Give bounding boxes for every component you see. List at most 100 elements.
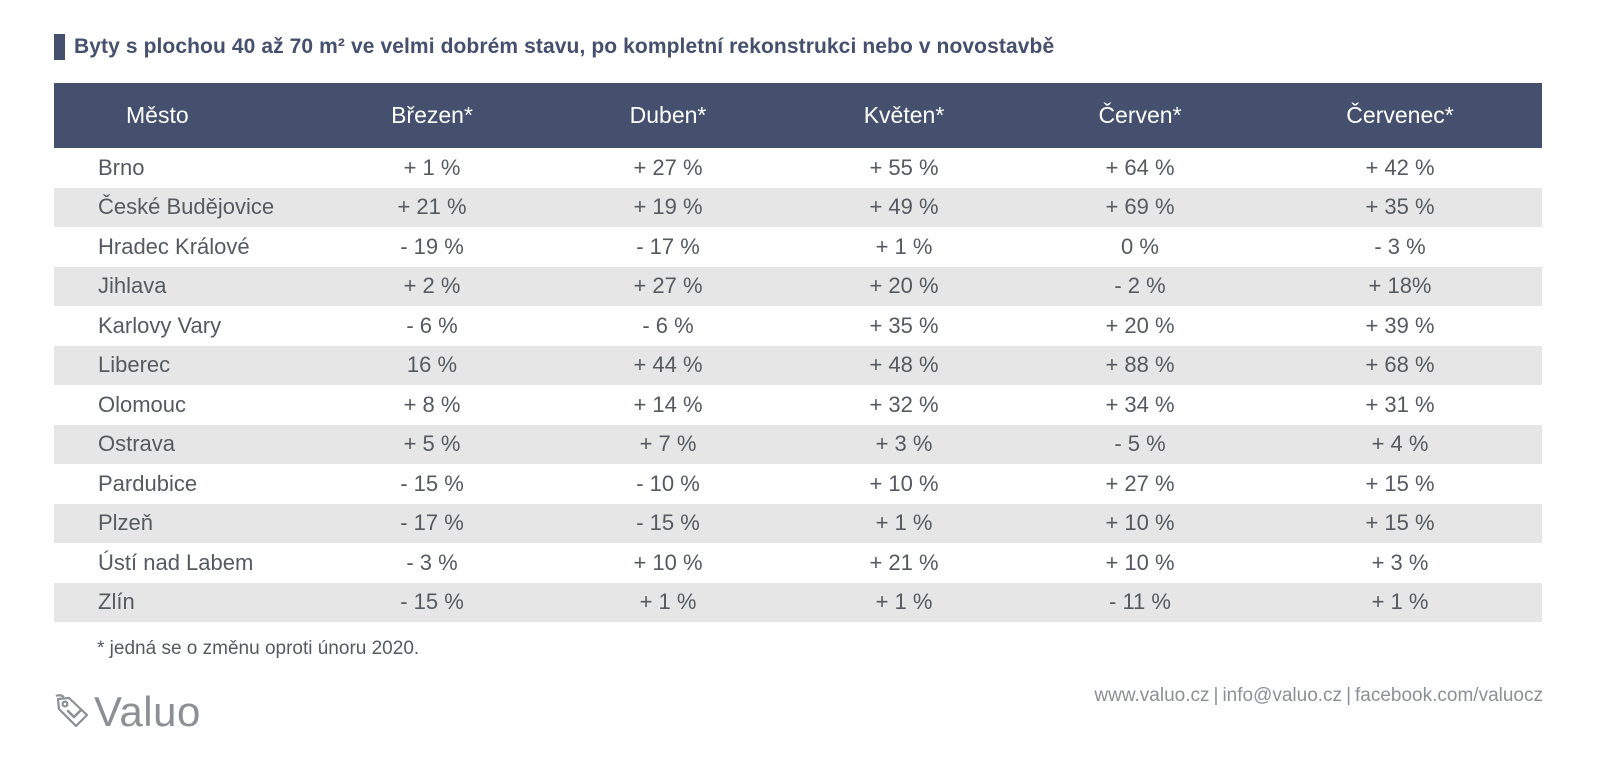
value-cell: + 35 % — [786, 306, 1022, 346]
city-cell: Jihlava — [54, 266, 314, 306]
value-cell: + 4 % — [1258, 424, 1542, 464]
value-cell: + 21 % — [314, 187, 550, 227]
value-cell: - 15 % — [314, 582, 550, 622]
value-cell: + 10 % — [786, 464, 1022, 504]
value-cell: + 39 % — [1258, 306, 1542, 346]
value-cell: + 8 % — [314, 385, 550, 425]
value-cell: + 64 % — [1022, 148, 1258, 188]
value-cell: + 44 % — [550, 345, 786, 385]
value-cell: + 3 % — [786, 424, 1022, 464]
city-cell: Ústí nad Labem — [54, 543, 314, 583]
value-cell: - 5 % — [1022, 424, 1258, 464]
value-cell: - 3 % — [1258, 227, 1542, 267]
value-cell: + 2 % — [314, 266, 550, 306]
value-cell: + 1 % — [786, 582, 1022, 622]
value-cell: + 42 % — [1258, 148, 1542, 188]
column-header-month: Červenec* — [1258, 83, 1542, 148]
city-cell: Karlovy Vary — [54, 306, 314, 346]
table-row: Pardubice - 15 % - 10 % + 10 % + 27 % + 15 % — [54, 464, 1542, 504]
value-cell: + 68 % — [1258, 345, 1542, 385]
facebook-link[interactable]: facebook.com/valuocz — [1355, 685, 1543, 706]
valuo-logo: Valuo — [54, 690, 201, 734]
value-cell: + 32 % — [786, 385, 1022, 425]
value-cell: + 19 % — [550, 187, 786, 227]
price-change-table: Město Březen* Duben* Květen* Červen* Čer… — [54, 83, 1542, 622]
value-cell: - 15 % — [550, 503, 786, 543]
value-cell: + 20 % — [1022, 306, 1258, 346]
value-cell: + 34 % — [1022, 385, 1258, 425]
value-cell: + 35 % — [1258, 187, 1542, 227]
value-cell: + 21 % — [786, 543, 1022, 583]
value-cell: + 20 % — [786, 266, 1022, 306]
city-cell: Pardubice — [54, 464, 314, 504]
table-row: Zlín - 15 % + 1 % + 1 % - 11 % + 1 % — [54, 582, 1542, 622]
column-header-city: Město — [54, 83, 314, 148]
value-cell: - 3 % — [314, 543, 550, 583]
value-cell: + 1 % — [786, 227, 1022, 267]
logo-wordmark: Valuo — [94, 688, 201, 735]
value-cell: 0 % — [1022, 227, 1258, 267]
value-cell: + 1 % — [1258, 582, 1542, 622]
column-header-month: Červen* — [1022, 83, 1258, 148]
value-cell: + 27 % — [550, 148, 786, 188]
city-cell: Ostrava — [54, 424, 314, 464]
city-cell: Olomouc — [54, 385, 314, 425]
value-cell: + 1 % — [786, 503, 1022, 543]
city-cell: Plzeň — [54, 503, 314, 543]
value-cell: + 5 % — [314, 424, 550, 464]
value-cell: + 1 % — [550, 582, 786, 622]
table-row: Karlovy Vary - 6 % - 6 % + 35 % + 20 % + 39 % — [54, 306, 1542, 346]
table-row: České Budějovice + 21 % + 19 % + 49 % + 69 %… — [54, 187, 1542, 227]
contact-info: www.valuo.cz | info@valuo.cz | facebook.com/… — [1094, 685, 1543, 707]
column-header-month: Březen* — [314, 83, 550, 148]
table-body: Brno + 1 % + 27 % + 55 % + 64 % + 42 % České B… — [54, 148, 1542, 622]
value-cell: + 69 % — [1022, 187, 1258, 227]
value-cell: + 3 % — [1258, 543, 1542, 583]
value-cell: - 17 % — [550, 227, 786, 267]
table-row: Brno + 1 % + 27 % + 55 % + 64 % + 42 % — [54, 148, 1542, 188]
value-cell: - 6 % — [550, 306, 786, 346]
value-cell: 16 % — [314, 345, 550, 385]
value-cell: + 27 % — [1022, 464, 1258, 504]
value-cell: + 14 % — [550, 385, 786, 425]
value-cell: - 15 % — [314, 464, 550, 504]
city-cell: Zlín — [54, 582, 314, 622]
city-cell: Brno — [54, 148, 314, 188]
value-cell: - 17 % — [314, 503, 550, 543]
value-cell: - 11 % — [1022, 582, 1258, 622]
value-cell: + 10 % — [1022, 543, 1258, 583]
value-cell: + 88 % — [1022, 345, 1258, 385]
value-cell: + 10 % — [1022, 503, 1258, 543]
city-cell: České Budějovice — [54, 187, 314, 227]
separator: | — [1213, 685, 1219, 706]
website-link[interactable]: www.valuo.cz — [1094, 685, 1210, 706]
value-cell: + 48 % — [786, 345, 1022, 385]
title-block: Byty s plochou 40 až 70 m² ve velmi dobr… — [54, 33, 1054, 61]
table-row: Ostrava + 5 % + 7 % + 3 % - 5 % + 4 % — [54, 424, 1542, 464]
table-row: Plzeň - 17 % - 15 % + 1 % + 10 % + 15 % — [54, 503, 1542, 543]
column-header-month: Květen* — [786, 83, 1022, 148]
table-row: Liberec 16 % + 44 % + 48 % + 88 % + 68 % — [54, 345, 1542, 385]
value-cell: + 7 % — [550, 424, 786, 464]
column-header-month: Duben* — [550, 83, 786, 148]
value-cell: - 19 % — [314, 227, 550, 267]
value-cell: + 27 % — [550, 266, 786, 306]
email-link[interactable]: info@valuo.cz — [1222, 685, 1343, 706]
value-cell: + 10 % — [550, 543, 786, 583]
value-cell: + 55 % — [786, 148, 1022, 188]
table-row: Ústí nad Labem - 3 % + 10 % + 21 % + 10 % + 3… — [54, 543, 1542, 583]
value-cell: + 1 % — [314, 148, 550, 188]
value-cell: - 6 % — [314, 306, 550, 346]
title-accent-bar — [54, 34, 65, 60]
page-title: Byty s plochou 40 až 70 m² ve velmi dobr… — [74, 35, 1055, 58]
value-cell: + 15 % — [1258, 464, 1542, 504]
footnote: * jedná se o změnu oproti únoru 2020. — [97, 638, 420, 659]
table-header-row: Město Březen* Duben* Květen* Červen* Čer… — [54, 83, 1542, 148]
value-cell: - 10 % — [550, 464, 786, 504]
price-tag-icon — [55, 694, 89, 728]
value-cell: - 2 % — [1022, 266, 1258, 306]
table-row: Jihlava + 2 % + 27 % + 20 % - 2 % + 18% — [54, 266, 1542, 306]
value-cell: + 18% — [1258, 266, 1542, 306]
city-cell: Liberec — [54, 345, 314, 385]
